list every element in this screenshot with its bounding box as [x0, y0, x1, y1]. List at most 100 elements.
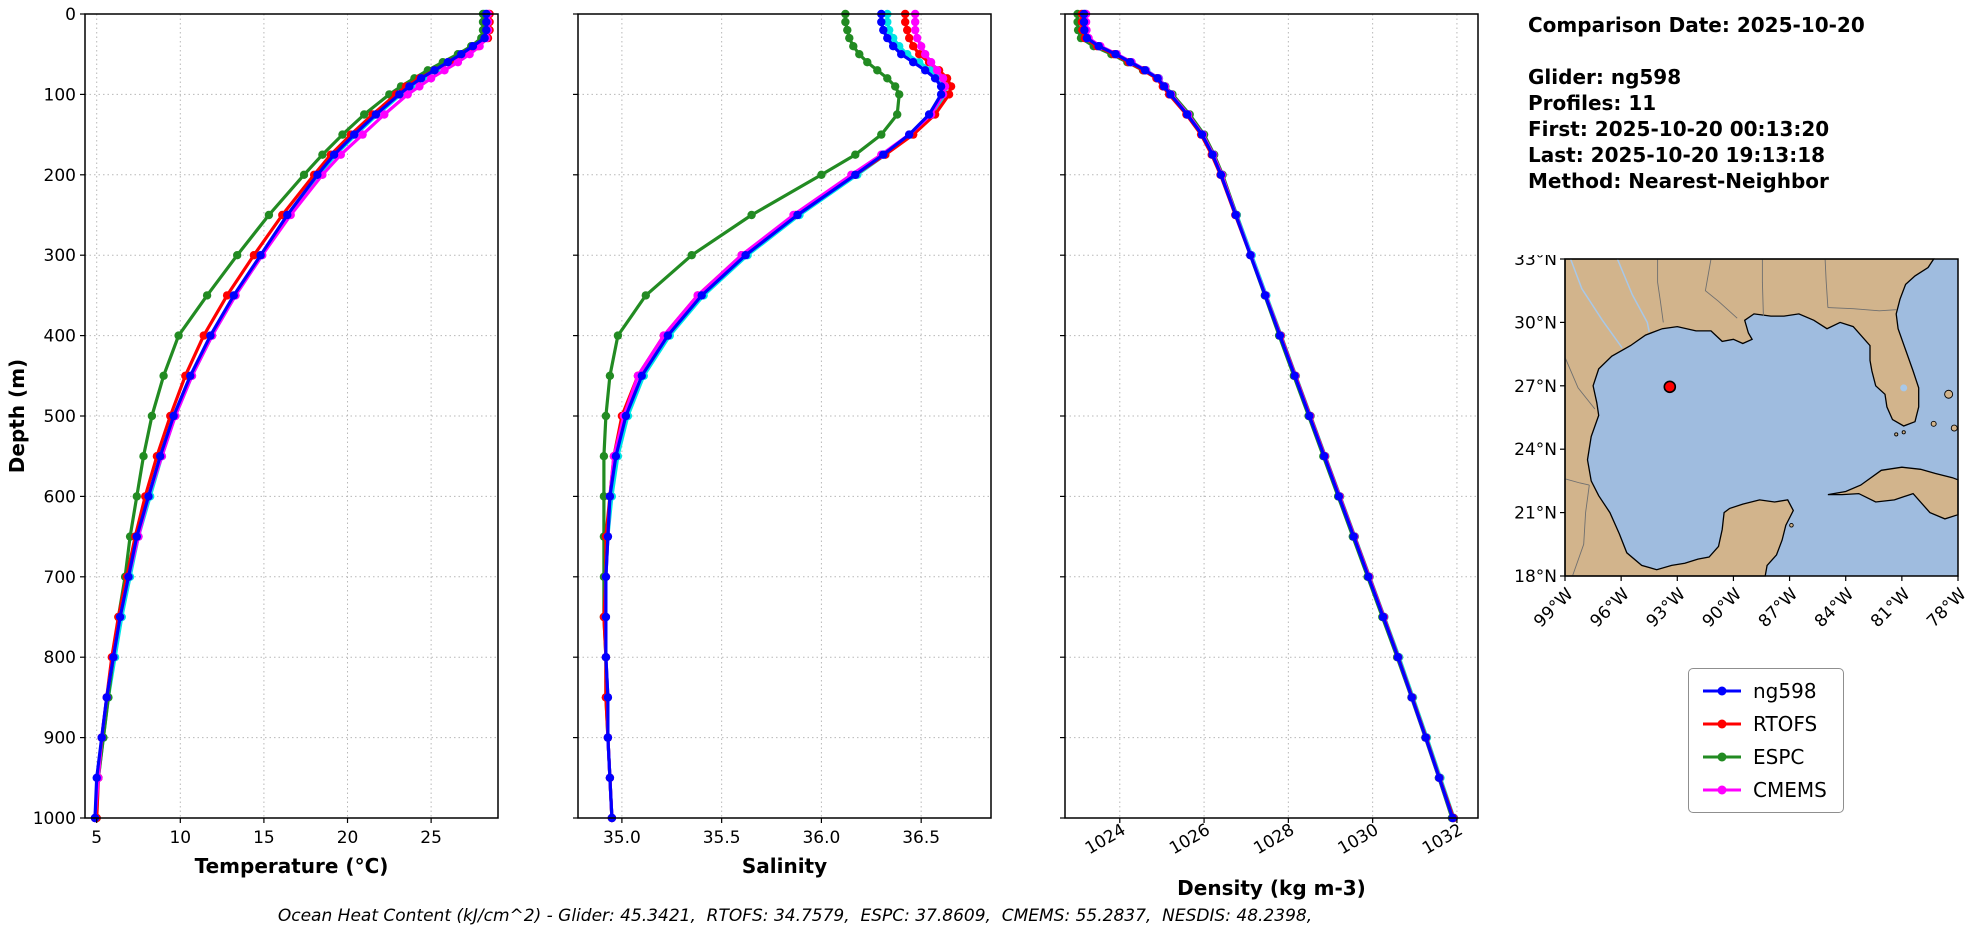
river	[1569, 258, 1623, 349]
series-marker	[482, 17, 491, 27]
series-marker	[599, 492, 609, 501]
ocean-heat-content-caption: Ocean Heat Content (kJ/cm^2) - Glider: 4…	[277, 906, 1313, 926]
river	[1616, 258, 1650, 333]
series-marker	[851, 150, 860, 159]
series-marker	[611, 452, 621, 461]
series-marker	[206, 331, 215, 340]
series-marker	[1261, 291, 1270, 300]
series-marker	[601, 572, 611, 581]
series-marker	[1393, 653, 1403, 662]
admin-border	[1824, 258, 1829, 308]
y-tick-label: 700	[44, 568, 76, 588]
series-marker	[480, 33, 489, 43]
series-marker	[405, 82, 414, 91]
series-marker	[883, 17, 892, 27]
salinity-panel: 35.0 35.5 36.0 36.5 Salinity	[573, 9, 992, 878]
comparison-date-text: Comparison Date: 2025-10-20	[1528, 13, 1865, 37]
series-marker	[338, 130, 347, 139]
legend-item-rtofs: RTOFS	[1701, 712, 1827, 736]
series-marker	[891, 82, 900, 91]
series-marker	[877, 130, 886, 139]
glider-position-marker	[1663, 380, 1677, 394]
series-marker	[318, 150, 327, 159]
series-unlabeled-cyan	[601, 9, 950, 823]
lat-tick-label: 18°N	[1515, 567, 1557, 587]
series-marker	[457, 50, 466, 59]
series-marker	[905, 130, 914, 139]
series-marker	[603, 733, 613, 742]
series-marker	[601, 653, 611, 662]
series-line	[604, 14, 943, 819]
series-marker	[115, 612, 125, 622]
series-marker	[1334, 492, 1344, 501]
legend-item-cmems: CMEMS	[1701, 778, 1827, 802]
series-marker	[946, 82, 956, 91]
series-cmems	[601, 9, 950, 823]
series-marker	[440, 66, 449, 75]
x-tick-label: 10	[169, 828, 191, 848]
info-block: Comparison Date: 2025-10-20 Glider: ng59…	[1528, 12, 1865, 194]
legend-dot	[1717, 785, 1727, 795]
series-marker	[109, 653, 118, 662]
lat-tick-label: 21°N	[1515, 504, 1557, 524]
series-marker	[1197, 130, 1207, 139]
series-marker	[938, 74, 948, 83]
series-marker	[1216, 170, 1226, 179]
admin-border	[1827, 307, 1897, 312]
first-profile-time-text: First: 2025-10-20 00:13:20	[1528, 117, 1830, 141]
x-tick-label: 35.0	[603, 828, 641, 848]
series-marker	[97, 733, 106, 742]
admin-border	[1564, 357, 1596, 410]
admin-border	[1704, 258, 1738, 319]
profiles-count-text: Profiles: 11	[1528, 91, 1657, 115]
map-canvas	[1564, 258, 1959, 577]
x-tick-label: 35.5	[703, 828, 741, 848]
series-marker	[605, 492, 615, 501]
series-marker	[913, 33, 922, 43]
lat-tick-label: 33°N	[1515, 255, 1557, 270]
series-marker	[1349, 532, 1358, 541]
series-marker	[944, 90, 954, 99]
series-marker	[313, 170, 322, 179]
x-axis-label: Salinity	[742, 854, 827, 878]
series-marker	[299, 170, 309, 179]
series-marker	[329, 150, 339, 159]
series-marker	[855, 50, 864, 59]
series-marker	[1290, 371, 1299, 380]
series-ng598	[90, 9, 491, 823]
y-tick-label: 800	[44, 648, 76, 668]
island	[1901, 430, 1906, 435]
series-marker	[613, 331, 623, 340]
chart-legend: ng598 RTOFS ESPC CMEMS	[1688, 668, 1844, 813]
method-text: Method: Nearest-Neighbor	[1528, 169, 1829, 193]
series-marker	[132, 532, 141, 541]
series-marker	[843, 25, 852, 35]
x-tick-label: 1032	[1419, 820, 1466, 859]
series-marker	[1246, 251, 1255, 260]
series-marker	[601, 411, 611, 421]
series-marker	[1126, 58, 1135, 67]
series-marker	[936, 90, 946, 99]
last-profile-time-text: Last: 2025-10-20 19:13:18	[1528, 143, 1826, 167]
island	[1950, 424, 1958, 432]
series-marker	[350, 130, 359, 139]
series-marker	[468, 42, 478, 51]
series-marker	[1435, 773, 1444, 782]
series-marker	[637, 371, 646, 380]
lon-tick-label: 93°W	[1642, 584, 1689, 631]
x-tick-label: 1030	[1335, 820, 1382, 859]
lon-tick-label: 78°W	[1923, 584, 1970, 631]
admin-border	[1572, 485, 1590, 577]
island	[1789, 523, 1794, 528]
series-marker	[741, 251, 750, 260]
series-marker	[883, 33, 892, 43]
island	[1930, 420, 1937, 427]
series-marker	[932, 66, 942, 75]
series-marker	[1275, 331, 1285, 340]
series-marker	[921, 50, 930, 59]
series-marker	[817, 170, 826, 179]
series-marker	[283, 210, 292, 220]
series-marker	[793, 210, 802, 220]
series-marker	[897, 50, 906, 59]
